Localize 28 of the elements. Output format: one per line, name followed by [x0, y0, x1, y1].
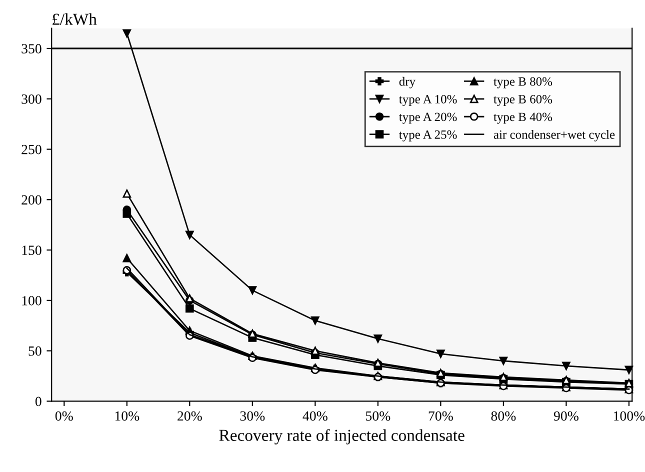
y-axis-title: £/kWh: [52, 13, 97, 26]
legend-label: air condenser+wet cycle: [494, 130, 615, 142]
x-tick-label: 70%: [428, 411, 453, 421]
x-tick-label: 80%: [491, 411, 516, 421]
y-tick-label: 50: [28, 346, 42, 356]
x-tick-label: 50%: [366, 411, 390, 421]
y-tick-label: 100: [22, 296, 42, 306]
x-tick-label: 30%: [240, 411, 265, 421]
legend-label: type A 25%: [399, 130, 457, 142]
x-tick-label: 40%: [302, 411, 328, 421]
x-tick-label: 90%: [554, 411, 578, 421]
legend-label: dry: [399, 76, 416, 88]
x-axis-title: Recovery rate of injected condensate: [219, 429, 464, 444]
y-tick-label: 350: [22, 44, 42, 54]
x-tick-label: 100%: [614, 411, 645, 421]
x-tick-label: 0%: [55, 411, 73, 421]
legend-label: type B 40%: [494, 112, 552, 124]
y-tick-label: 300: [22, 94, 42, 104]
x-tick-label: 20%: [178, 411, 202, 421]
legend-label: type A 20%: [399, 112, 457, 124]
legend-label: type A 10%: [399, 94, 457, 106]
y-tick-label: 0: [35, 396, 42, 406]
y-tick-label: 200: [22, 195, 42, 205]
y-tick-label: 250: [22, 144, 42, 154]
legend-label: type B 60%: [494, 94, 552, 106]
legend-label: type B 80%: [494, 77, 552, 88]
y-tick-label: 150: [22, 246, 42, 255]
x-tick-label: 10%: [115, 411, 140, 421]
